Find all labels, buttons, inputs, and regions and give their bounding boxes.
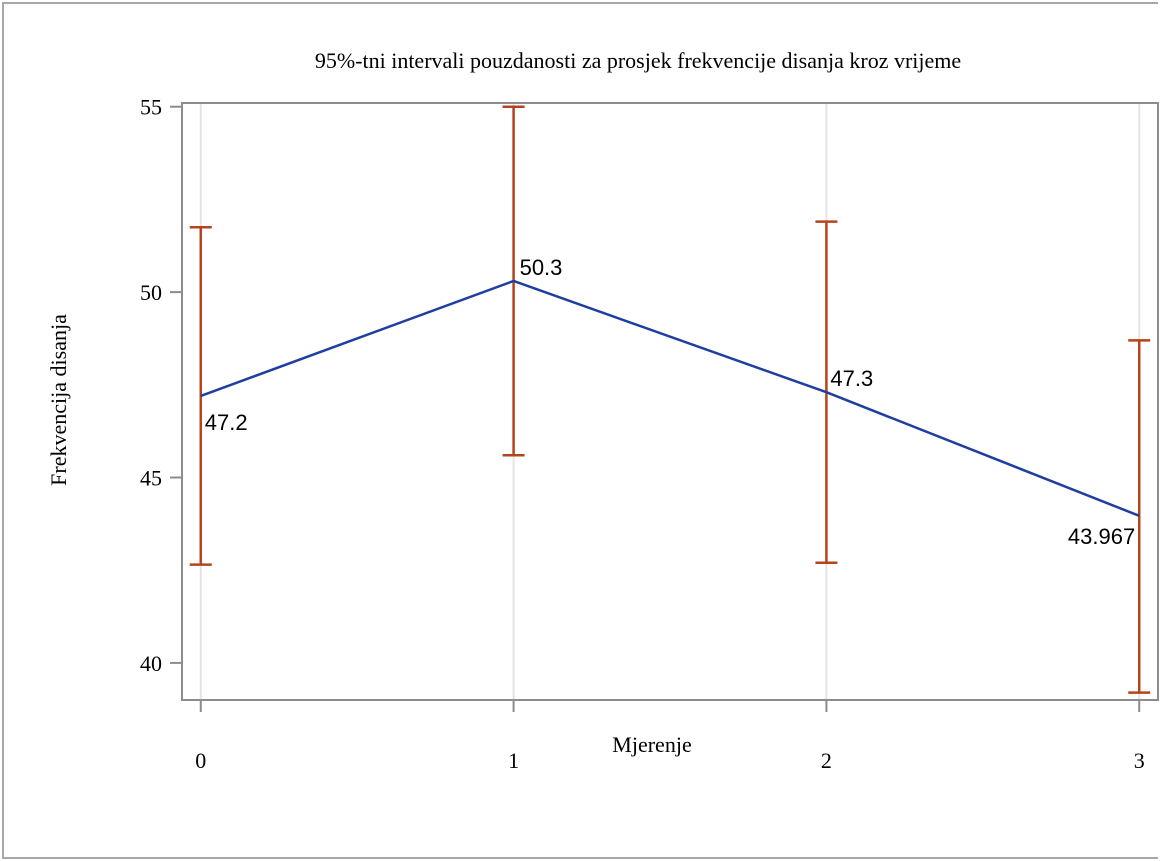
data-label-2: 47.3 (830, 366, 873, 391)
x-tick-label: 2 (821, 748, 832, 773)
data-labels: 47.2 50.3 47.3 43.967 (205, 255, 1135, 549)
x-axis: 0 1 2 3 (195, 700, 1145, 773)
y-axis-label: Frekvencija disanja (46, 314, 71, 486)
chart-title: 95%-tni intervali pouzdanosti za prosjek… (315, 48, 961, 73)
x-tick-label: 1 (508, 748, 519, 773)
plot-area-border (181, 102, 1159, 701)
y-tick-label: 45 (140, 466, 162, 491)
series-line-0 (200, 279, 1140, 517)
data-label-3: 43.967 (1068, 524, 1135, 549)
mean-line (200, 279, 1140, 517)
y-tick-label: 40 (140, 651, 162, 676)
data-label-1: 50.3 (520, 255, 563, 280)
gridlines (199, 103, 1141, 700)
y-tick-label: 55 (140, 95, 162, 120)
y-tick-label: 50 (140, 280, 162, 305)
x-tick-label: 0 (195, 748, 206, 773)
x-axis-label: Mjerenje (612, 732, 691, 757)
y-axis: 40 45 50 55 (140, 95, 182, 676)
data-label-0: 47.2 (205, 410, 248, 435)
error-bars (189, 105, 1151, 694)
x-tick-label: 3 (1134, 748, 1145, 773)
